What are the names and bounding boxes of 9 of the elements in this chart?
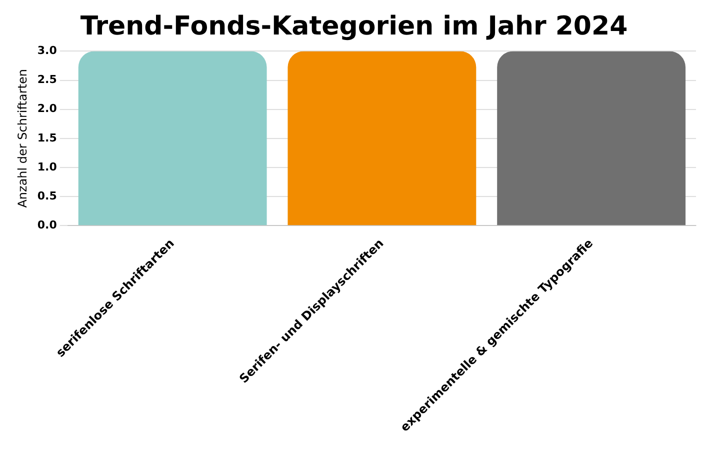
chart-title: Trend-Fonds-Kategorien im Jahr 2024 xyxy=(80,11,628,42)
y-axis-title: Anzahl der Schriftarten xyxy=(15,69,30,208)
y-tick-label: 2.5 xyxy=(37,73,57,86)
y-tick-label: 0.5 xyxy=(37,189,57,202)
y-tick-label: 0.0 xyxy=(37,218,58,232)
y-tick-label: 2.0 xyxy=(37,102,58,116)
y-tick-label: 1.0 xyxy=(37,160,58,174)
y-tick-label: 1.5 xyxy=(37,131,57,144)
y-tick-label: 3.0 xyxy=(37,44,58,58)
